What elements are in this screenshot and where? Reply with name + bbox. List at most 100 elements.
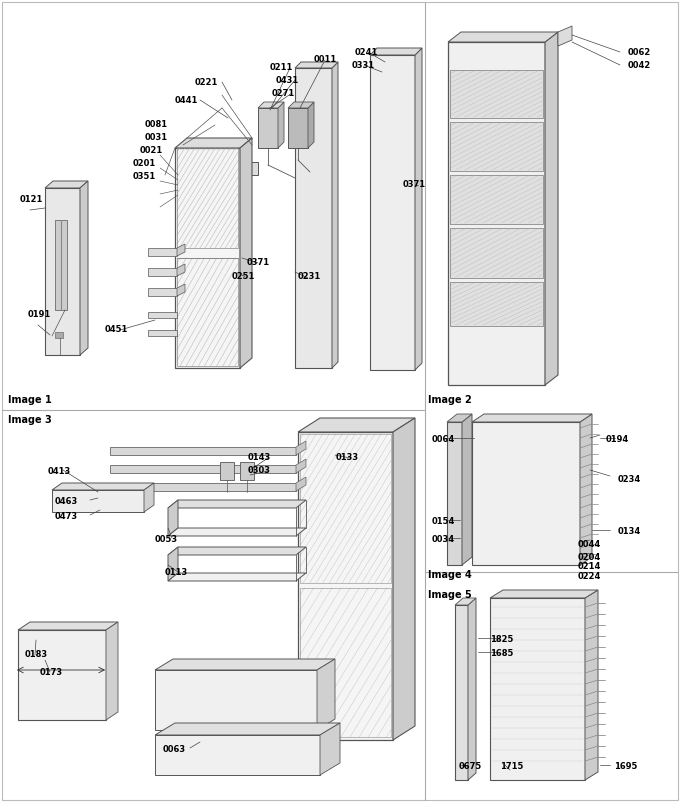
Polygon shape [175, 148, 240, 368]
Polygon shape [220, 462, 234, 480]
Polygon shape [298, 418, 415, 432]
Polygon shape [296, 441, 306, 455]
Text: 0371: 0371 [247, 258, 270, 267]
Text: 0154: 0154 [432, 517, 456, 526]
Text: 0221: 0221 [195, 78, 218, 87]
Polygon shape [450, 175, 543, 224]
Text: 0331: 0331 [352, 61, 375, 70]
Polygon shape [106, 622, 118, 720]
Text: 0011: 0011 [314, 55, 337, 64]
Bar [177, 148, 238, 248]
Text: Image 2: Image 2 [428, 395, 472, 405]
Text: 0211: 0211 [270, 63, 293, 72]
Polygon shape [177, 244, 185, 256]
Polygon shape [52, 490, 144, 512]
Text: 0044: 0044 [578, 540, 601, 549]
Polygon shape [52, 483, 154, 490]
Polygon shape [233, 162, 258, 195]
Text: 0351: 0351 [133, 172, 156, 181]
Text: 0201: 0201 [133, 159, 156, 168]
Polygon shape [585, 590, 598, 780]
Text: 0241: 0241 [355, 48, 378, 57]
Text: Image 3: Image 3 [8, 415, 52, 425]
Polygon shape [175, 138, 252, 148]
Polygon shape [450, 122, 543, 171]
Text: 0413: 0413 [48, 467, 71, 476]
Text: 0173: 0173 [40, 668, 63, 677]
Text: 0191: 0191 [28, 310, 51, 319]
Polygon shape [45, 188, 80, 355]
Polygon shape [155, 735, 320, 775]
Polygon shape [558, 26, 572, 46]
Polygon shape [278, 102, 284, 148]
Polygon shape [298, 432, 393, 740]
Text: 0271: 0271 [272, 89, 295, 98]
Polygon shape [177, 284, 185, 296]
Polygon shape [490, 590, 598, 598]
Polygon shape [168, 500, 306, 508]
Text: 0064: 0064 [432, 435, 455, 444]
Polygon shape [110, 483, 296, 491]
Polygon shape [155, 670, 317, 730]
Polygon shape [110, 447, 296, 455]
Polygon shape [288, 102, 314, 108]
Text: 0053: 0053 [155, 535, 178, 544]
Polygon shape [448, 32, 558, 42]
Polygon shape [148, 312, 177, 318]
Text: 0062: 0062 [628, 48, 651, 57]
Text: 1685: 1685 [490, 649, 513, 658]
Polygon shape [144, 483, 154, 512]
Polygon shape [288, 108, 308, 148]
Polygon shape [472, 414, 592, 422]
Bar [233, 200, 251, 215]
Polygon shape [545, 32, 558, 385]
Text: 0204: 0204 [578, 553, 601, 562]
Bar [55, 220, 67, 310]
Polygon shape [45, 181, 88, 188]
Text: 0034: 0034 [432, 535, 455, 544]
Polygon shape [168, 500, 178, 536]
Text: 0231: 0231 [298, 272, 321, 281]
Polygon shape [295, 62, 338, 68]
Text: 0021: 0021 [140, 146, 163, 155]
Polygon shape [168, 528, 306, 536]
Text: 0194: 0194 [606, 435, 629, 444]
Polygon shape [148, 268, 177, 276]
Polygon shape [240, 138, 252, 368]
Text: 0431: 0431 [276, 76, 299, 85]
Text: 1825: 1825 [490, 635, 513, 644]
Polygon shape [393, 418, 415, 740]
Bar [300, 434, 391, 583]
Polygon shape [450, 228, 543, 278]
Polygon shape [168, 547, 306, 555]
Bar [177, 258, 238, 366]
Polygon shape [155, 723, 340, 735]
Polygon shape [320, 723, 340, 775]
Text: 0303: 0303 [248, 466, 271, 475]
Text: 0463: 0463 [55, 497, 78, 506]
Text: 0042: 0042 [628, 61, 651, 70]
Text: 0113: 0113 [165, 568, 188, 577]
Polygon shape [462, 414, 472, 565]
Text: 0473: 0473 [55, 512, 78, 521]
Text: 0251: 0251 [232, 272, 256, 281]
Polygon shape [415, 48, 422, 370]
Polygon shape [148, 288, 177, 296]
Bar [233, 218, 251, 230]
Text: 0441: 0441 [175, 96, 199, 105]
Polygon shape [447, 414, 472, 422]
Polygon shape [472, 422, 580, 565]
Bar [300, 588, 391, 737]
Polygon shape [18, 622, 118, 630]
Polygon shape [168, 547, 178, 581]
Polygon shape [296, 459, 306, 473]
Polygon shape [296, 477, 306, 491]
Polygon shape [155, 659, 335, 670]
Text: Image 4: Image 4 [428, 570, 472, 580]
Bar [55, 332, 63, 338]
Polygon shape [370, 55, 415, 370]
Polygon shape [580, 414, 592, 565]
Text: 1715: 1715 [500, 762, 524, 771]
Polygon shape [447, 422, 462, 565]
Polygon shape [258, 108, 278, 148]
